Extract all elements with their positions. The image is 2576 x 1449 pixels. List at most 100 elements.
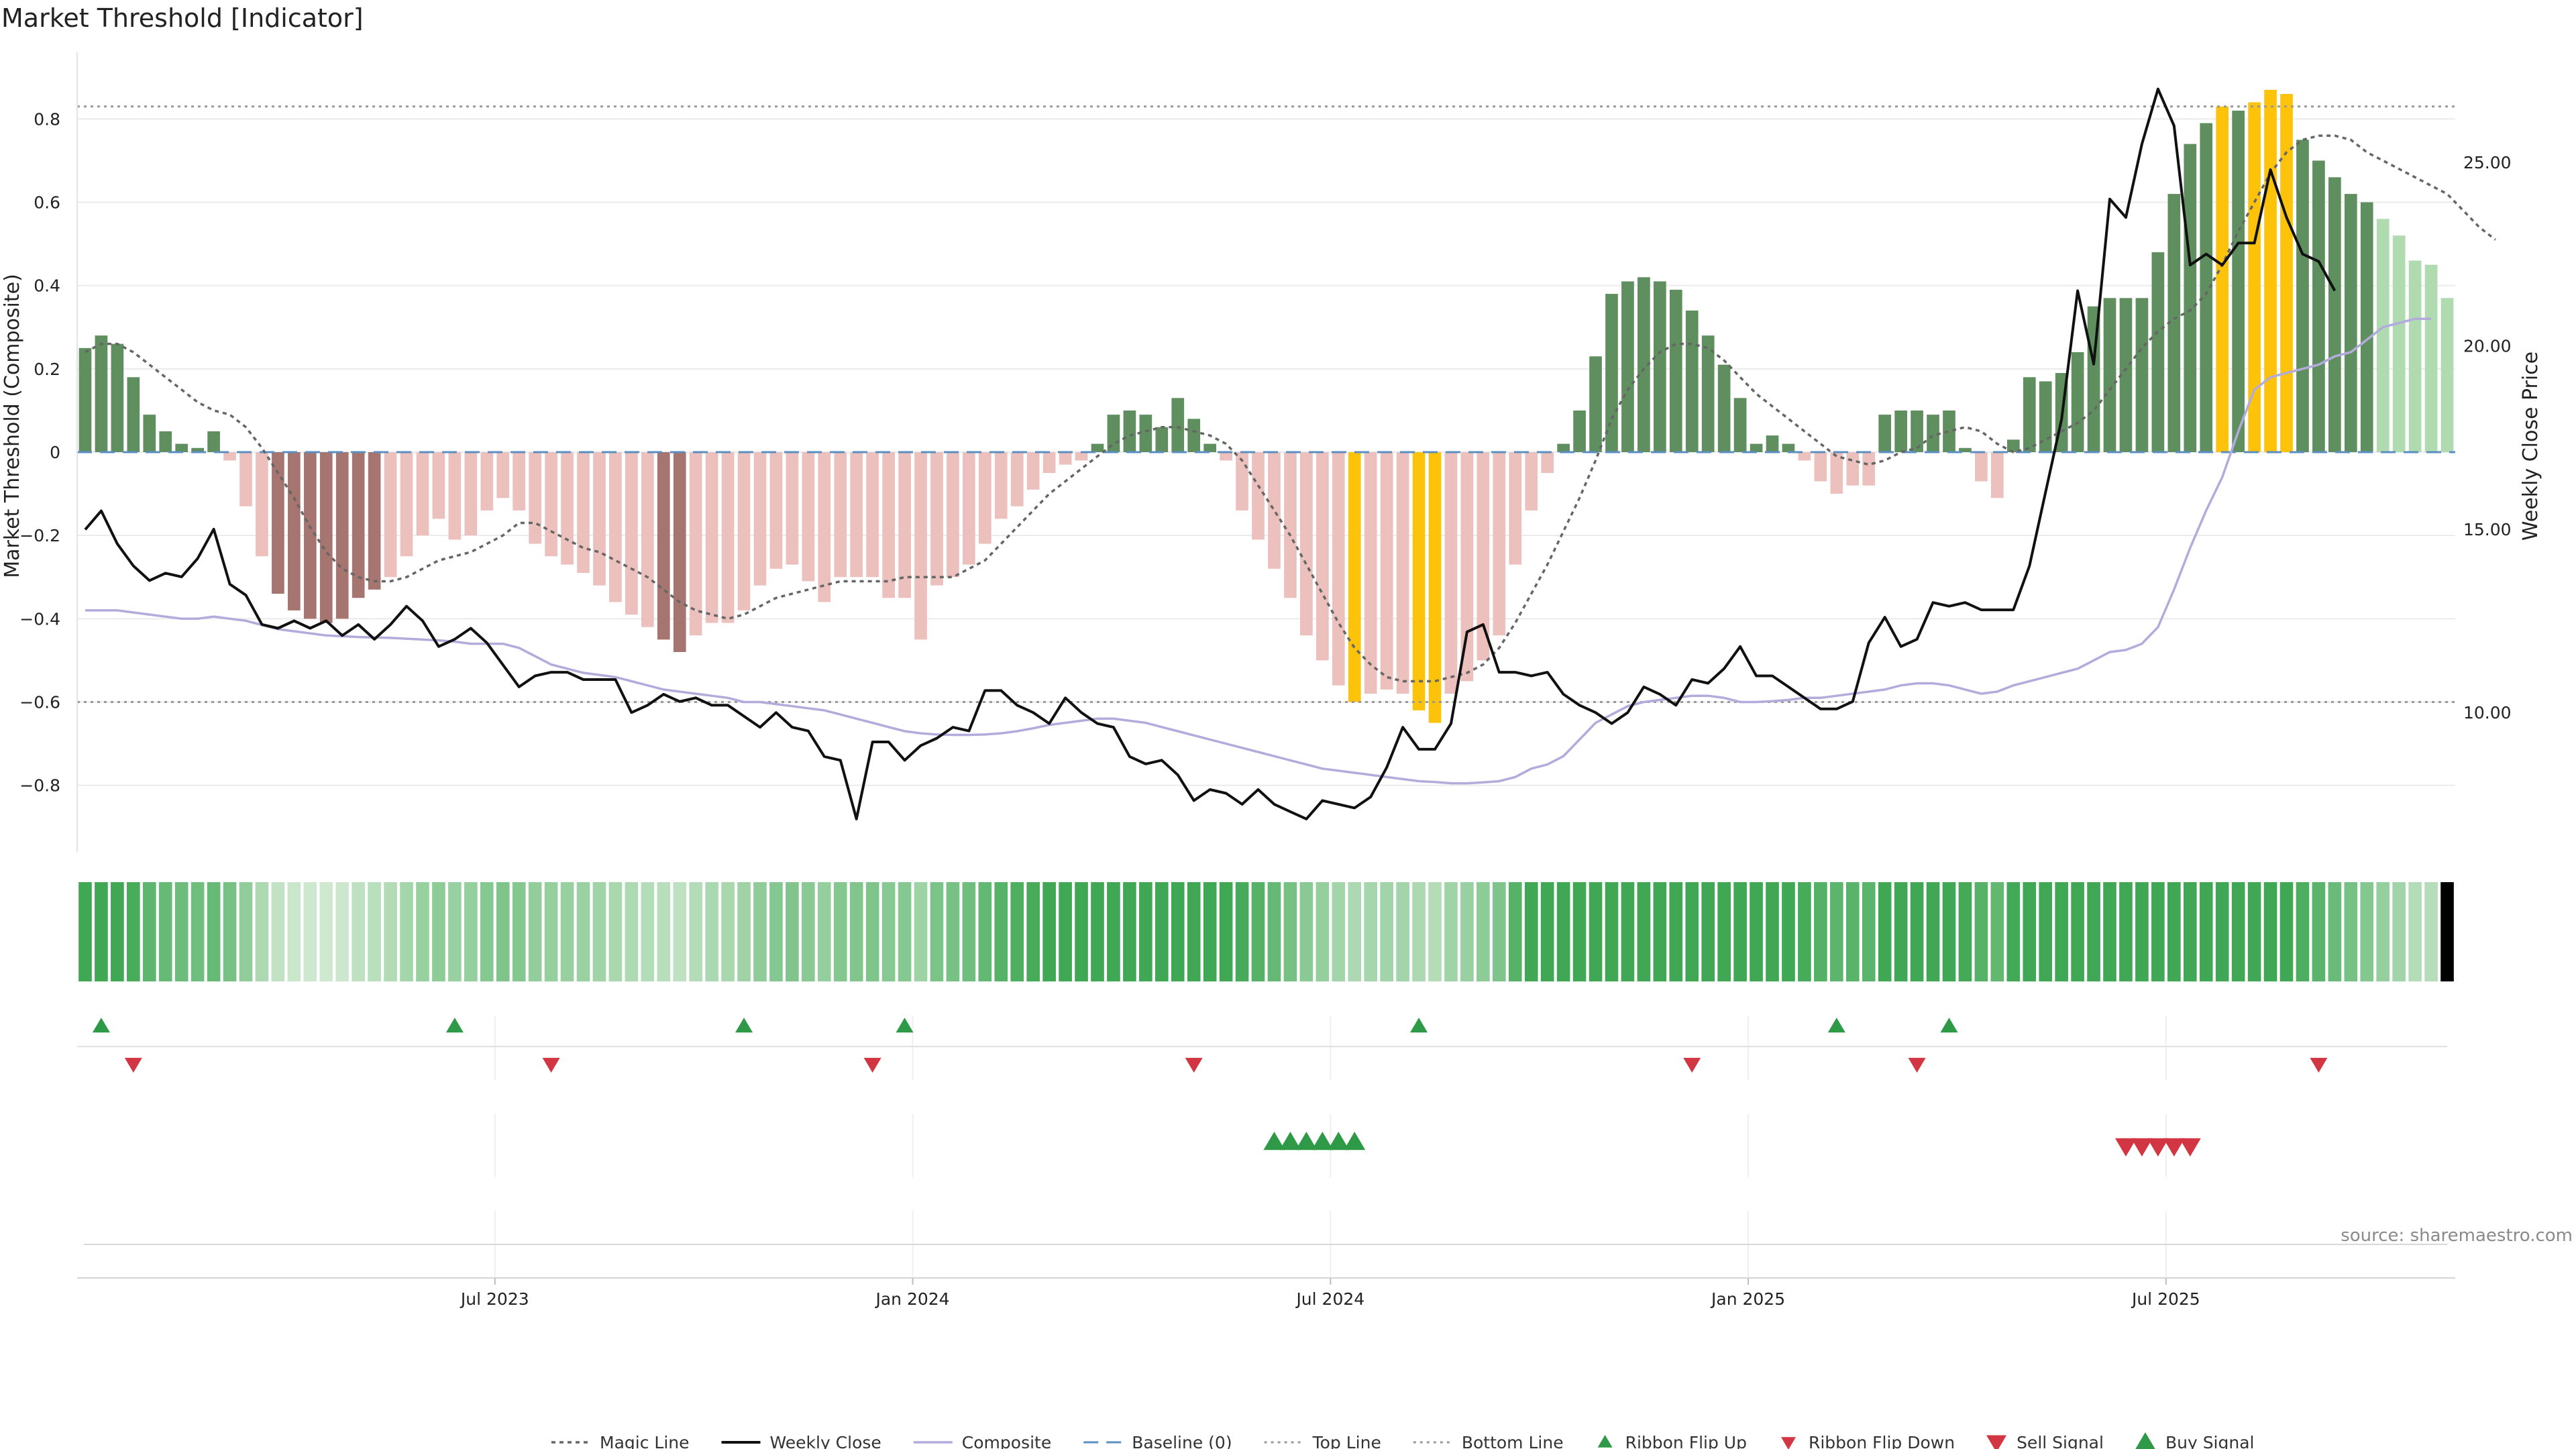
x-tick-label: Jul 2024 xyxy=(1295,1289,1364,1309)
composite-bar xyxy=(2071,352,2084,452)
ribbon-cell xyxy=(1396,882,1409,981)
magic-line xyxy=(85,134,2496,683)
signal-panels xyxy=(77,1016,2447,1278)
composite-bar xyxy=(1814,452,1827,482)
legend-label: Weekly Close xyxy=(770,1433,881,1449)
ribbon-cell xyxy=(2071,882,2084,981)
composite-bar xyxy=(1252,452,1265,540)
composite-bar xyxy=(994,452,1008,519)
composite-bar xyxy=(1717,364,1731,452)
ribbon-cell xyxy=(319,882,333,981)
composite-bar xyxy=(769,452,783,569)
ribbon-cell xyxy=(753,882,767,981)
ribbon-cell xyxy=(2199,882,2213,981)
composite-bar xyxy=(1701,335,1715,452)
composite-bar xyxy=(400,452,413,557)
composite-bar xyxy=(593,452,606,586)
ribbon-cell xyxy=(1059,882,1072,981)
composite-bar xyxy=(1573,410,1586,452)
ribbon-cell xyxy=(946,882,960,981)
ribbon-cell xyxy=(1733,882,1747,981)
ribbon-cell xyxy=(1830,882,1843,981)
legend-label: Buy Signal xyxy=(2165,1433,2255,1449)
ribbon-cell xyxy=(1926,882,1940,981)
composite-bar xyxy=(1091,443,1104,452)
composite-bar xyxy=(2232,110,2245,452)
ribbon-cell xyxy=(1444,882,1458,981)
ribbon-cell xyxy=(223,882,237,981)
ribbon-cell xyxy=(1492,882,1506,981)
ribbon-cell xyxy=(368,882,381,981)
ribbon-cell xyxy=(78,882,92,981)
ribbon-flip-up-marker xyxy=(896,1018,914,1033)
composite-bar xyxy=(2376,219,2390,452)
composite-bar xyxy=(1026,452,1040,490)
composite-bar xyxy=(2392,235,2406,452)
composite-bar xyxy=(1685,310,1699,452)
source-text: source: sharemaestro.com xyxy=(2341,1226,2573,1246)
composite-bar xyxy=(2280,94,2293,453)
composite-bar xyxy=(2039,381,2052,452)
composite-bar xyxy=(963,452,975,565)
ribbon-cell xyxy=(1910,882,1924,981)
buy-signal-marker xyxy=(1263,1132,1285,1150)
composite-bar xyxy=(657,452,670,640)
axes: −0.8 −0.6 −0.4 −0.2 0 0.2 0.4 0.6 0.8 10.00 15.00 2… xyxy=(19,52,2512,852)
ribbon-cell xyxy=(721,882,735,981)
y-tick-label: 0.8 xyxy=(34,109,60,129)
composite-bar xyxy=(448,452,462,540)
legend-label: Bottom Line xyxy=(1462,1433,1564,1449)
ribbon-cell xyxy=(1942,882,1956,981)
composite-bar xyxy=(464,452,478,536)
ribbon-cell xyxy=(1540,882,1554,981)
ribbon-strip xyxy=(78,882,2454,981)
composite-bar xyxy=(1894,410,1907,452)
composite-bar xyxy=(2167,194,2181,452)
composite-bar xyxy=(2184,144,2197,453)
composite-bar xyxy=(2216,106,2229,453)
composite-bar xyxy=(978,452,991,544)
ribbon-cell xyxy=(1348,882,1362,981)
composite-bar xyxy=(1300,452,1313,636)
legend-label: Composite xyxy=(962,1433,1051,1449)
buy-signal-marker xyxy=(1328,1132,1350,1150)
ribbon-cell xyxy=(641,882,655,981)
ribbon-cell xyxy=(1508,882,1522,981)
composite-bar xyxy=(1669,289,1682,452)
ribbon-cell xyxy=(1251,882,1265,981)
ribbon-cell xyxy=(1605,882,1619,981)
ribbon-cell xyxy=(2408,882,2422,981)
y-tick-label: 0.6 xyxy=(34,193,60,213)
ribbon-cell xyxy=(1701,882,1715,981)
ribbon-cell xyxy=(2344,882,2358,981)
composite-bar xyxy=(1139,415,1152,452)
ribbon-cell xyxy=(480,882,494,981)
composite-bar xyxy=(432,452,445,519)
y-tick-label: 0.4 xyxy=(34,276,60,296)
composite-bar xyxy=(1605,294,1618,452)
composite-bar xyxy=(834,452,847,578)
ribbon-cell xyxy=(1524,882,1538,981)
composite-bar xyxy=(2440,298,2454,452)
ribbon-cell xyxy=(673,882,687,981)
composite-bar xyxy=(1268,452,1281,569)
ribbon-cell xyxy=(142,882,156,981)
ribbon-cell xyxy=(1766,882,1779,981)
composite-bar xyxy=(545,452,557,557)
ribbon-cell xyxy=(2055,882,2068,981)
ribbon-cell xyxy=(2039,882,2053,981)
ribbon-cell xyxy=(1283,882,1297,981)
composite-bar xyxy=(2264,89,2277,452)
composite-bar xyxy=(1911,410,1923,452)
ribbon-cell xyxy=(1894,882,1908,981)
ribbon-cell xyxy=(287,882,301,981)
ribbon-cell xyxy=(111,882,124,981)
ribbon-cell xyxy=(2312,882,2326,981)
composite-bar xyxy=(2200,123,2213,452)
ribbon-cell xyxy=(1316,882,1330,981)
ribbon-cell xyxy=(2392,882,2406,981)
legend-label: Ribbon Flip Up xyxy=(1625,1433,1747,1449)
composite-bar xyxy=(1878,415,1892,452)
composite-bar xyxy=(207,431,220,452)
